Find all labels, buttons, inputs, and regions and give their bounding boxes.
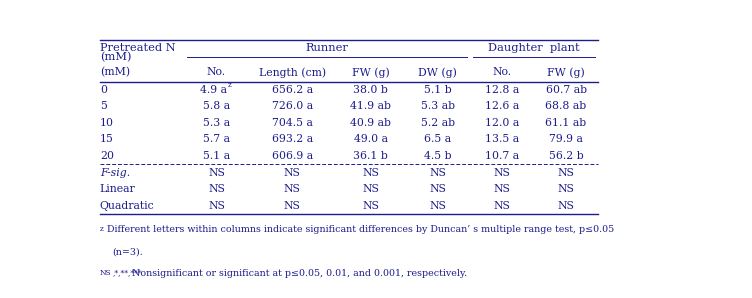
Text: 5.8 a: 5.8 a xyxy=(203,101,230,111)
Text: 5.1 b: 5.1 b xyxy=(424,85,452,95)
Text: NS: NS xyxy=(284,167,301,178)
Text: NS: NS xyxy=(284,184,301,194)
Text: z: z xyxy=(228,81,232,89)
Text: 5.3 ab: 5.3 ab xyxy=(421,101,455,111)
Text: 704.5 a: 704.5 a xyxy=(271,118,313,128)
Text: Different letters within columns indicate significant differences by Duncan’ s m: Different letters within columns indicat… xyxy=(107,225,614,234)
Text: NS: NS xyxy=(429,184,446,194)
Text: F-sig.: F-sig. xyxy=(100,167,130,178)
Text: NS: NS xyxy=(362,184,379,194)
Text: 5.2 ab: 5.2 ab xyxy=(421,118,455,128)
Text: NS: NS xyxy=(493,201,511,211)
Text: Length (cm): Length (cm) xyxy=(259,67,326,78)
Text: 36.1 b: 36.1 b xyxy=(353,151,388,161)
Text: NS: NS xyxy=(493,167,511,178)
Text: 5.7 a: 5.7 a xyxy=(203,134,230,145)
Text: (n=3).: (n=3). xyxy=(113,247,144,256)
Text: 4.9 a: 4.9 a xyxy=(200,85,227,95)
Text: 56.2 b: 56.2 b xyxy=(549,151,584,161)
Text: 656.2 a: 656.2 a xyxy=(271,85,313,95)
Text: Nonsignificant or significant at p≤0.05, 0.01, and 0.001, respectively.: Nonsignificant or significant at p≤0.05,… xyxy=(132,269,468,278)
Text: 49.0 a: 49.0 a xyxy=(354,134,388,145)
Text: 15: 15 xyxy=(100,134,114,145)
Text: Daughter  plant: Daughter plant xyxy=(488,44,580,53)
Text: NS: NS xyxy=(429,201,446,211)
Text: 38.0 b: 38.0 b xyxy=(353,85,388,95)
Text: FW (g): FW (g) xyxy=(352,67,390,78)
Text: 10: 10 xyxy=(100,118,114,128)
Text: z: z xyxy=(100,225,104,233)
Text: NS: NS xyxy=(208,184,225,194)
Text: 0: 0 xyxy=(100,85,107,95)
Text: ,*,**,***: ,*,**,*** xyxy=(113,269,142,277)
Text: 10.7 a: 10.7 a xyxy=(485,151,519,161)
Text: (mM): (mM) xyxy=(100,67,130,78)
Text: NS: NS xyxy=(284,201,301,211)
Text: No.: No. xyxy=(207,67,226,77)
Text: 5.3 a: 5.3 a xyxy=(203,118,230,128)
Text: NS: NS xyxy=(558,201,575,211)
Text: NS: NS xyxy=(493,184,511,194)
Text: NS: NS xyxy=(208,201,225,211)
Text: 40.9 ab: 40.9 ab xyxy=(350,118,391,128)
Text: No.: No. xyxy=(493,67,511,77)
Text: NS: NS xyxy=(100,269,111,277)
Text: 5: 5 xyxy=(100,101,107,111)
Text: 20: 20 xyxy=(100,151,114,161)
Text: NS: NS xyxy=(362,167,379,178)
Text: 606.9 a: 606.9 a xyxy=(271,151,313,161)
Text: 12.8 a: 12.8 a xyxy=(485,85,519,95)
Text: DW (g): DW (g) xyxy=(418,67,457,78)
Text: Linear: Linear xyxy=(100,184,135,194)
Text: FW (g): FW (g) xyxy=(547,67,585,78)
Text: NS: NS xyxy=(208,167,225,178)
Text: 61.1 ab: 61.1 ab xyxy=(545,118,587,128)
Text: 6.5 a: 6.5 a xyxy=(424,134,451,145)
Text: NS: NS xyxy=(429,167,446,178)
Text: 68.8 ab: 68.8 ab xyxy=(545,101,587,111)
Text: Pretreated N: Pretreated N xyxy=(100,44,175,53)
Text: 13.5 a: 13.5 a xyxy=(485,134,519,145)
Text: Runner: Runner xyxy=(305,44,349,53)
Text: 12.0 a: 12.0 a xyxy=(485,118,519,128)
Text: 5.1 a: 5.1 a xyxy=(203,151,230,161)
Text: 60.7 ab: 60.7 ab xyxy=(545,85,587,95)
Text: NS: NS xyxy=(558,184,575,194)
Text: 41.9 ab: 41.9 ab xyxy=(350,101,391,111)
Text: Quadratic: Quadratic xyxy=(100,201,154,211)
Text: NS: NS xyxy=(362,201,379,211)
Text: NS: NS xyxy=(558,167,575,178)
Text: (mM): (mM) xyxy=(100,52,132,63)
Text: 726.0 a: 726.0 a xyxy=(271,101,313,111)
Text: 4.5 b: 4.5 b xyxy=(424,151,452,161)
Text: 693.2 a: 693.2 a xyxy=(271,134,313,145)
Text: 12.6 a: 12.6 a xyxy=(485,101,519,111)
Text: 79.9 a: 79.9 a xyxy=(549,134,583,145)
